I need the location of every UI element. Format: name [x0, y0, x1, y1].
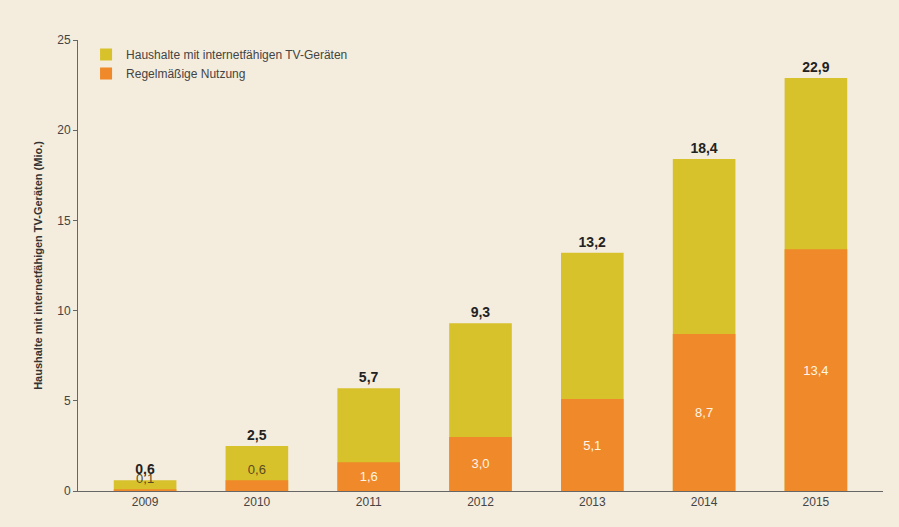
svg-text:25: 25 [57, 33, 71, 47]
svg-text:5,7: 5,7 [359, 369, 379, 385]
svg-text:2009: 2009 [132, 495, 159, 509]
svg-text:0,6: 0,6 [248, 462, 266, 477]
svg-text:2010: 2010 [244, 495, 271, 509]
svg-text:1,6: 1,6 [360, 469, 378, 484]
svg-text:9,3: 9,3 [471, 304, 491, 320]
svg-text:2,5: 2,5 [247, 427, 267, 443]
svg-text:2011: 2011 [356, 495, 382, 509]
svg-text:2015: 2015 [803, 495, 830, 509]
svg-text:0,1: 0,1 [136, 471, 154, 486]
svg-text:18,4: 18,4 [690, 140, 717, 156]
svg-text:Haushalte mit internetfähigen: Haushalte mit internetfähigen TV-Geräten [126, 48, 347, 62]
svg-text:15: 15 [57, 214, 71, 228]
svg-text:2012: 2012 [467, 495, 494, 509]
svg-text:Regelmäßige Nutzung: Regelmäßige Nutzung [126, 67, 245, 81]
svg-text:2014: 2014 [691, 495, 718, 509]
svg-text:20: 20 [57, 123, 71, 137]
svg-text:13,2: 13,2 [579, 234, 606, 250]
svg-text:22,9: 22,9 [802, 59, 829, 75]
svg-text:10: 10 [57, 304, 71, 318]
svg-text:3,0: 3,0 [471, 456, 489, 471]
svg-text:2013: 2013 [579, 495, 606, 509]
svg-text:0,6: 0,6 [135, 461, 155, 477]
svg-text:13,4: 13,4 [803, 363, 828, 378]
svg-text:0: 0 [64, 484, 71, 498]
svg-text:8,7: 8,7 [695, 405, 713, 420]
svg-text:Haushalte mit internetfähigen: Haushalte mit internetfähigen TV-Geräten… [32, 141, 44, 390]
svg-text:5,1: 5,1 [583, 438, 601, 453]
svg-text:5: 5 [64, 394, 71, 408]
